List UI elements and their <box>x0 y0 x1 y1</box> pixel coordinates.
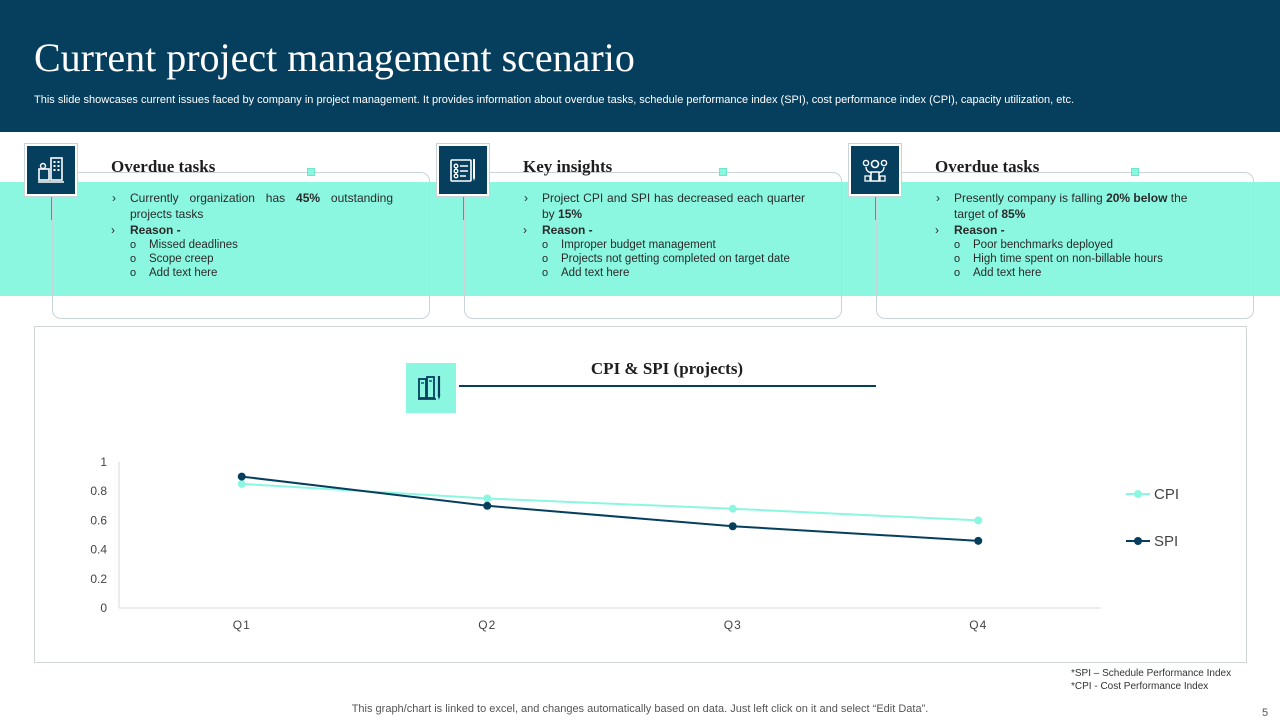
list-item: o Poor benchmarks deployed <box>954 239 1113 251</box>
reason-heading: › Reason - <box>935 223 1005 237</box>
list-item: o Improper budget management <box>542 239 716 251</box>
x-tick-label: Q3 <box>724 618 742 632</box>
page-subtitle: This slide showcases current issues face… <box>34 94 1074 106</box>
list-item: o Scope creep <box>130 253 214 265</box>
card-title-overdue-1: Overdue tasks <box>111 157 216 176</box>
list-item: o Add text here <box>542 267 630 279</box>
chevron-right-icon: › <box>111 223 115 237</box>
y-tick-label: 0 <box>100 601 107 615</box>
legend-marker-spi <box>1134 537 1142 545</box>
chevron-right-icon: › <box>112 191 116 205</box>
chevron-right-icon: › <box>936 191 940 205</box>
page-number: 5 <box>1262 707 1269 719</box>
list-item: o High time spent on non-billable hours <box>954 253 1163 265</box>
legend-label-spi: SPI <box>1154 533 1178 550</box>
list-item: o Add text here <box>954 267 1042 279</box>
chart-frame <box>34 326 1247 663</box>
data-point-cpi <box>974 516 983 525</box>
chart-title-rule <box>459 385 876 387</box>
y-tick-label: 0.4 <box>90 543 107 557</box>
data-point-cpi <box>728 504 737 513</box>
series-line-spi <box>241 475 979 542</box>
y-tick-label: 0.8 <box>90 484 107 498</box>
x-tick-label: Q1 <box>233 618 251 632</box>
list-item: o Missed deadlines <box>130 239 238 251</box>
list-item: o Projects not getting completed on targe… <box>542 253 790 265</box>
data-point-cpi <box>483 494 492 503</box>
data-point-spi <box>974 536 983 545</box>
card-dot <box>1131 168 1139 176</box>
card-dot <box>307 168 315 176</box>
legend-label-cpi: CPI <box>1154 486 1179 503</box>
footnote-cpi: *CPI - Cost Performance Index <box>1071 681 1209 692</box>
legend-marker-cpi <box>1134 490 1142 498</box>
data-point-spi <box>728 522 737 531</box>
page-title: Current project management scenario <box>34 35 635 80</box>
data-point-spi <box>483 501 492 510</box>
list-item: › Project CPI and SPI has decreased each… <box>524 191 805 221</box>
slide-header: Current project management scenario This… <box>0 0 1280 132</box>
card-title-overdue-2: Overdue tasks <box>935 157 1040 176</box>
checklist-icon <box>437 144 489 196</box>
card-icon-connector <box>51 196 52 220</box>
card-dot <box>719 168 727 176</box>
mint-band <box>0 182 1280 296</box>
building-chart-icon <box>25 144 77 196</box>
list-item: › Currently organization has 45% outstan… <box>112 191 393 221</box>
y-tick-label: 0.6 <box>90 513 107 527</box>
chevron-right-icon: › <box>524 191 528 205</box>
list-item: › Presently company is falling 20% below… <box>936 191 1188 221</box>
data-point-spi <box>237 472 246 481</box>
card-frame-key-insights <box>464 172 842 319</box>
reason-heading: › Reason - <box>111 223 181 237</box>
footnote-spi: *SPI – Schedule Performance Index <box>1071 668 1232 679</box>
x-tick-label: Q4 <box>969 618 987 632</box>
x-tick-label: Q2 <box>478 618 496 632</box>
card-icon-connector <box>463 196 464 220</box>
bottom-note: This graph/chart is linked to excel, and… <box>351 703 929 715</box>
card-body-overdue-1: › Currently organization has 45% outstan… <box>111 190 393 280</box>
data-point-cpi <box>237 479 246 488</box>
gears-network-icon <box>849 144 901 196</box>
list-item: o Add text here <box>130 267 218 279</box>
card-frame-overdue-1 <box>52 172 430 319</box>
card-body-overdue-2: › Presently company is falling 20% below… <box>935 190 1217 280</box>
documents-stack-icon <box>406 363 456 413</box>
y-tick-label: 1 <box>100 455 107 469</box>
y-tick-label: 0.2 <box>90 572 107 586</box>
card-frame-overdue-2 <box>876 172 1254 319</box>
card-body-key-insights: › Project CPI and SPI has decreased each… <box>523 190 805 280</box>
chevron-right-icon: › <box>935 223 939 237</box>
reason-heading: › Reason - <box>523 223 593 237</box>
chevron-right-icon: › <box>523 223 527 237</box>
card-title-key-insights: Key insights <box>523 157 613 176</box>
card-icon-connector <box>875 196 876 220</box>
chart-title: CPI & SPI (projects) <box>590 359 744 378</box>
